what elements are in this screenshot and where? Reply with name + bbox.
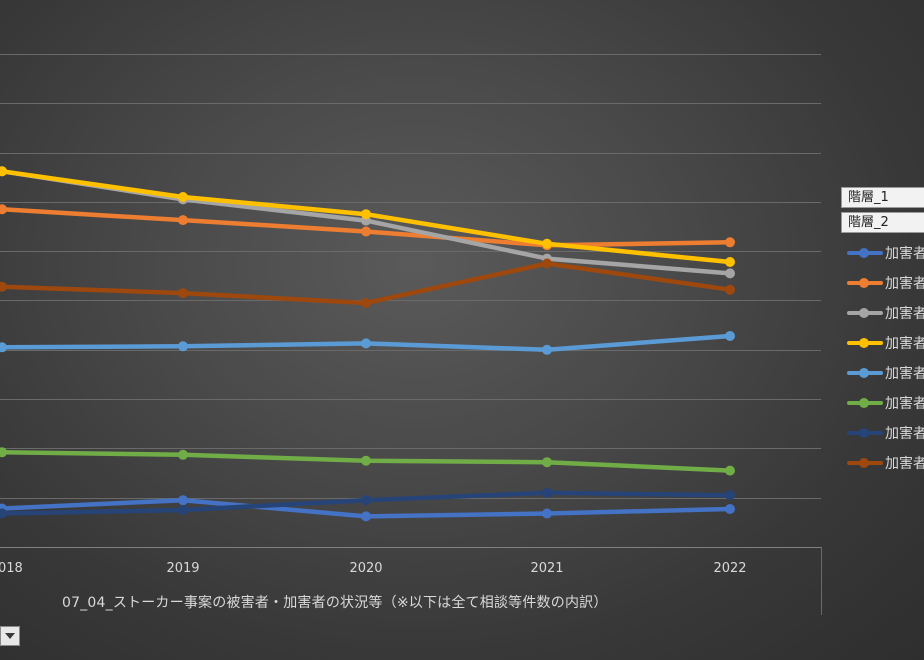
series-6-point [725, 465, 735, 476]
series-8-line [0, 261, 733, 306]
legend-item[interactable]: 加害者 [845, 448, 924, 478]
legend-label: 加害者 [885, 276, 924, 292]
series-5-point [361, 338, 371, 349]
x-tick-label: 2022 [713, 561, 746, 576]
series-8-point [361, 298, 371, 308]
legend-item[interactable]: 加害者 [845, 418, 924, 448]
series-2-point [725, 237, 735, 248]
legend-item[interactable]: 加害者 [845, 238, 924, 268]
series-8-point [725, 284, 735, 295]
series-8-point [0, 281, 7, 292]
field-button-row1[interactable]: 階層_1 [841, 187, 924, 208]
x-tick-label: 2020 [349, 561, 382, 576]
series-4-point [0, 166, 7, 177]
legend-label: 加害者 [885, 426, 924, 442]
chevron-down-icon [5, 633, 15, 639]
legend-item[interactable]: 加害者 [845, 388, 924, 418]
x-tick-label: 018 [0, 561, 23, 576]
series-2-point [361, 226, 371, 237]
series-4-point [542, 238, 552, 249]
legend-item[interactable]: 加害者 [845, 268, 924, 298]
legend-label: 加害者 [885, 246, 924, 262]
series-8 [0, 258, 735, 308]
series-6-point [178, 449, 188, 460]
legend-swatch [845, 336, 883, 350]
series-5-point [178, 341, 188, 352]
legend-swatch [845, 426, 883, 440]
series-1-point [178, 495, 188, 506]
legend-swatch [845, 306, 883, 320]
series-1-point [725, 504, 735, 514]
legend-item[interactable]: 加害者 [845, 298, 924, 328]
legend-swatch [845, 246, 883, 260]
series-8-point [178, 288, 188, 299]
series-4-point [725, 257, 735, 267]
series-4-point [361, 209, 371, 220]
gridlines [0, 54, 821, 499]
series-7-point [542, 487, 552, 498]
series-2-point [0, 204, 7, 215]
chart-axes [0, 547, 822, 615]
legend-label: 加害者 [885, 306, 924, 322]
series-6 [0, 447, 735, 476]
series-5-point [725, 331, 735, 341]
legend-label: 加害者 [885, 396, 924, 412]
series-1-point [361, 511, 371, 522]
series-7-point [361, 495, 371, 506]
legend-label: 加害者 [885, 456, 924, 472]
series-8-point [542, 258, 552, 269]
series-1-point [542, 508, 552, 519]
series-5-point [542, 344, 552, 355]
series-3 [0, 166, 735, 279]
chart-legend: 加害者 加害者 加害者 加害者 加害者 加害者 加害者 加害者 [845, 238, 924, 478]
x-tick-label: 2021 [530, 561, 563, 576]
legend-swatch [845, 366, 883, 380]
series-7 [0, 487, 735, 519]
legend-label: 加害者 [885, 366, 924, 382]
series-7-point [178, 505, 188, 515]
series-1 [0, 495, 735, 522]
legend-swatch [845, 456, 883, 470]
legend-swatch [845, 396, 883, 410]
series-3-point [725, 268, 735, 279]
series-2-point [178, 215, 188, 226]
series-6-point [0, 447, 7, 458]
series-4-point [178, 192, 188, 202]
series-5-point [0, 342, 7, 353]
series-6-point [542, 457, 552, 468]
series-7-point [0, 508, 7, 519]
field-button-row2[interactable]: 階層_2 [841, 212, 924, 233]
legend-item[interactable]: 加害者 [845, 328, 924, 358]
series-7-point [725, 490, 735, 501]
chart-title: 07_04_ストーカー事案の被害者・加害者の状況等（※以下は全て相談等件数の内訳… [62, 595, 608, 611]
legend-swatch [845, 276, 883, 290]
series-4 [0, 166, 735, 267]
filter-dropdown-button[interactable] [0, 626, 20, 646]
legend-label: 加害者 [885, 336, 924, 352]
series-5 [0, 331, 735, 355]
chart-series [0, 166, 735, 522]
legend-item[interactable]: 加害者 [845, 358, 924, 388]
x-axis-tick-labels: 018 2019 2020 2021 2022 [0, 561, 747, 576]
x-tick-label: 2019 [166, 561, 199, 576]
series-6-point [361, 455, 371, 466]
